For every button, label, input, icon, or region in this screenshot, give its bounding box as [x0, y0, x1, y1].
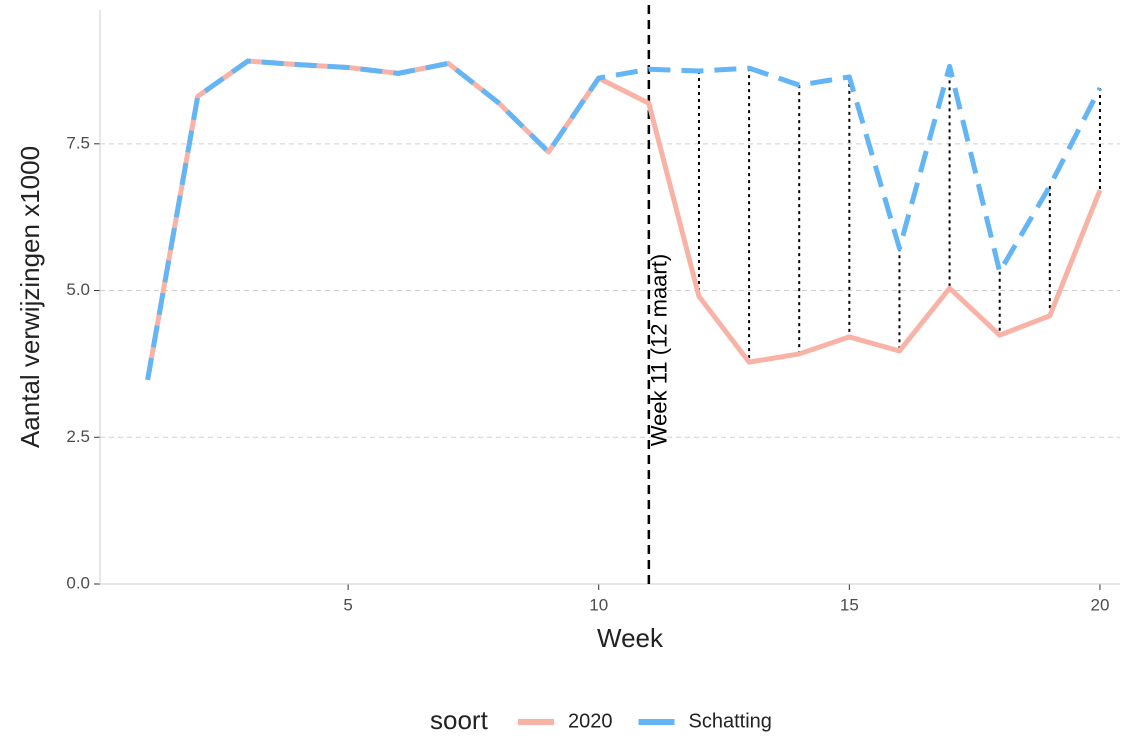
reference-label: Week 11 (12 maart) [647, 254, 672, 446]
x-tick-label: 5 [343, 595, 352, 614]
y-axis-label: Aantal verwijzingen x1000 [15, 146, 45, 448]
y-tick-label: 5.0 [66, 280, 90, 299]
x-tick-label: 10 [589, 595, 608, 614]
y-tick-label: 0.0 [66, 573, 90, 592]
legend-title: soort [430, 705, 489, 735]
series-line [145, 58, 1103, 381]
x-tick-label: 20 [1090, 595, 1109, 614]
x-tick-label: 15 [840, 595, 859, 614]
legend-label: Schatting [689, 710, 772, 732]
series-line [145, 58, 1103, 381]
y-tick-label: 2.5 [66, 427, 90, 446]
x-axis-label: Week [597, 623, 664, 653]
legend-label: 2020 [568, 710, 613, 732]
y-tick-label: 7.5 [66, 133, 90, 152]
